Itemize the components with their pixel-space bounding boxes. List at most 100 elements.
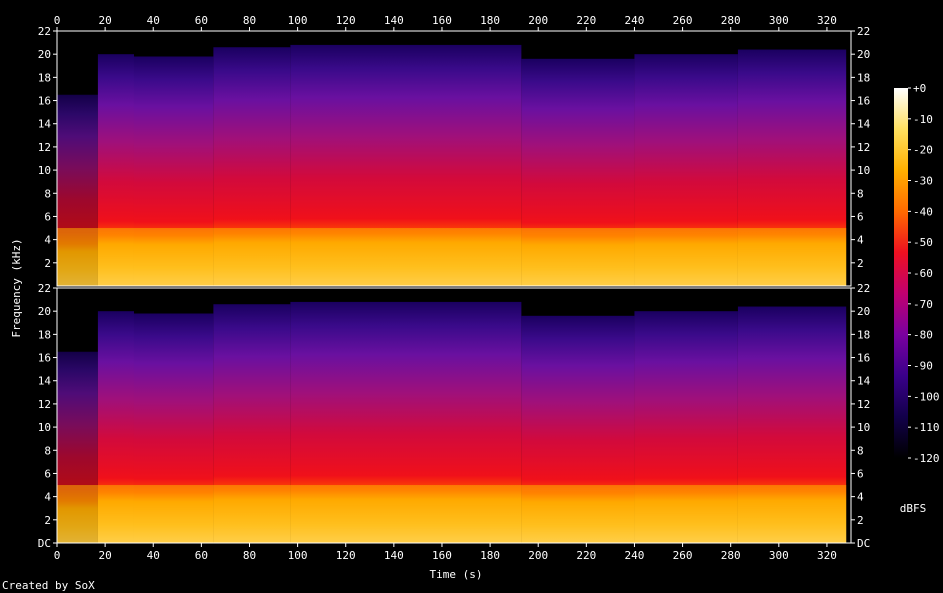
- x-tick-label: 320: [817, 549, 837, 562]
- y-tick-label: 6: [857, 210, 864, 223]
- y-tick-label: 20: [38, 305, 51, 318]
- x-tick-label: 160: [432, 549, 452, 562]
- colorbar-tick-label: -30: [913, 175, 933, 188]
- y-tick-label: 22: [857, 25, 870, 38]
- y-tick-label: 4: [44, 234, 51, 247]
- y-tick-label: DC: [857, 537, 870, 550]
- colorbar-tick-label: -90: [913, 360, 933, 373]
- y-tick-label: 14: [857, 118, 871, 131]
- x-axis-top: 0 20 40 60 80 100 120 140 160 180 200 220 240 260 280 3…: [54, 14, 837, 31]
- low-frequency-band: [57, 485, 847, 543]
- x-tick-label: 240: [625, 549, 645, 562]
- y-tick-label: 16: [38, 352, 51, 365]
- plot-bottom-channel: [56, 287, 852, 544]
- colorbar-tick-label: -20: [913, 144, 933, 157]
- y-tick-label: 6: [857, 467, 864, 480]
- x-tick-label: 220: [576, 549, 596, 562]
- low-frequency-band: [57, 228, 847, 286]
- x-tick-label: 20: [98, 14, 111, 27]
- y-tick-label: 20: [857, 305, 870, 318]
- y-tick-label: 12: [857, 398, 870, 411]
- colorbar: +0 -10 -20 -30 -40 -50 -60 -70 -80 -90 -100 -110 -12…: [894, 82, 940, 515]
- x-tick-label: 300: [769, 14, 789, 27]
- x-tick-label: 260: [673, 14, 693, 27]
- x-tick-label: 280: [721, 14, 741, 27]
- x-tick-label: 40: [147, 549, 160, 562]
- x-tick-label: 40: [147, 14, 160, 27]
- plot-frame: [56, 30, 852, 287]
- colorbar-ticks: +0 -10 -20 -30 -40 -50 -60 -70 -80 -90 -100 -110 -12…: [908, 82, 940, 465]
- y-tick-label: 18: [38, 71, 51, 84]
- colorbar-tick-label: -60: [913, 267, 933, 280]
- x-tick-label: 80: [243, 549, 256, 562]
- y-tick-label: 14: [38, 375, 52, 388]
- colorbar-tick-label: -10: [913, 113, 933, 126]
- x-tick-label: 260: [673, 549, 693, 562]
- x-tick-label: 220: [576, 14, 596, 27]
- x-tick-label: 100: [288, 14, 308, 27]
- plot-top-channel: [56, 30, 852, 287]
- colorbar-tick-label: -110: [913, 421, 940, 434]
- x-tick-label: 160: [432, 14, 452, 27]
- y-tick-label: 10: [38, 164, 51, 177]
- x-tick-label: 140: [384, 549, 404, 562]
- x-tick-label: 300: [769, 549, 789, 562]
- y-tick-label: 14: [857, 375, 871, 388]
- y-tick-label: 20: [38, 48, 51, 61]
- y-tick-label: DC: [38, 537, 51, 550]
- y-tick-label: 8: [857, 187, 864, 200]
- sox-credit: Created by SoX: [2, 579, 95, 592]
- x-axis-label: Time (s): [430, 568, 483, 581]
- x-tick-label: 200: [528, 14, 548, 27]
- y-tick-label: 6: [44, 467, 51, 480]
- y-tick-label: 8: [857, 444, 864, 457]
- y-tick-label: 4: [44, 491, 51, 504]
- y-tick-label: 12: [857, 141, 870, 154]
- x-tick-label: 0: [54, 14, 61, 27]
- plot-frame: [56, 287, 852, 544]
- x-tick-label: 100: [288, 549, 308, 562]
- y-tick-label: 8: [44, 187, 51, 200]
- y-tick-label: 18: [857, 71, 870, 84]
- x-tick-label: 60: [195, 14, 208, 27]
- x-tick-label: 240: [625, 14, 645, 27]
- y-tick-label: 10: [857, 164, 870, 177]
- x-tick-label: 180: [480, 549, 500, 562]
- y-tick-label: 16: [857, 95, 870, 108]
- x-tick-label: 120: [336, 14, 356, 27]
- colorbar-tick-label: -50: [913, 236, 933, 249]
- x-axis-bottom: 0 20 40 60 80 100 120 140 160 180 200 220 240 260 280 3…: [54, 543, 837, 562]
- x-tick-label: 20: [98, 549, 111, 562]
- y-tick-label: 10: [38, 421, 51, 434]
- colorbar-label: dBFS: [900, 502, 927, 515]
- colorbar-tick-label: -80: [913, 329, 933, 342]
- colorbar-tick-label: -100: [913, 390, 940, 403]
- colorbar-scale: [894, 88, 908, 458]
- x-tick-label: 60: [195, 549, 208, 562]
- y-tick-label: 18: [857, 328, 870, 341]
- x-tick-label: 180: [480, 14, 500, 27]
- y-tick-label: 2: [44, 514, 51, 527]
- x-tick-label: 0: [54, 549, 61, 562]
- y-tick-label: 4: [857, 491, 864, 504]
- x-tick-label: 280: [721, 549, 741, 562]
- colorbar-tick-label: -120: [913, 452, 940, 465]
- y-axis-left: 2 4 6 8 10 12 14 16 18 20 22 DC 2 4 6 8 10 12 14 16 18 20 22: [38, 25, 57, 550]
- x-tick-label: 120: [336, 549, 356, 562]
- colorbar-tick-label: -40: [913, 205, 933, 218]
- colorbar-tick-label: +0: [913, 82, 926, 95]
- y-tick-label: 12: [38, 398, 51, 411]
- y-tick-label: 22: [38, 282, 51, 295]
- x-tick-label: 140: [384, 14, 404, 27]
- y-tick-label: 22: [38, 25, 51, 38]
- y-tick-label: 8: [44, 444, 51, 457]
- x-tick-label: 80: [243, 14, 256, 27]
- x-tick-label: 200: [528, 549, 548, 562]
- y-axis-label: Frequency (kHz): [10, 238, 23, 337]
- y-tick-label: 2: [44, 257, 51, 270]
- y-tick-label: 12: [38, 141, 51, 154]
- y-tick-label: 4: [857, 234, 864, 247]
- y-tick-label: 20: [857, 48, 870, 61]
- y-tick-label: 2: [857, 257, 864, 270]
